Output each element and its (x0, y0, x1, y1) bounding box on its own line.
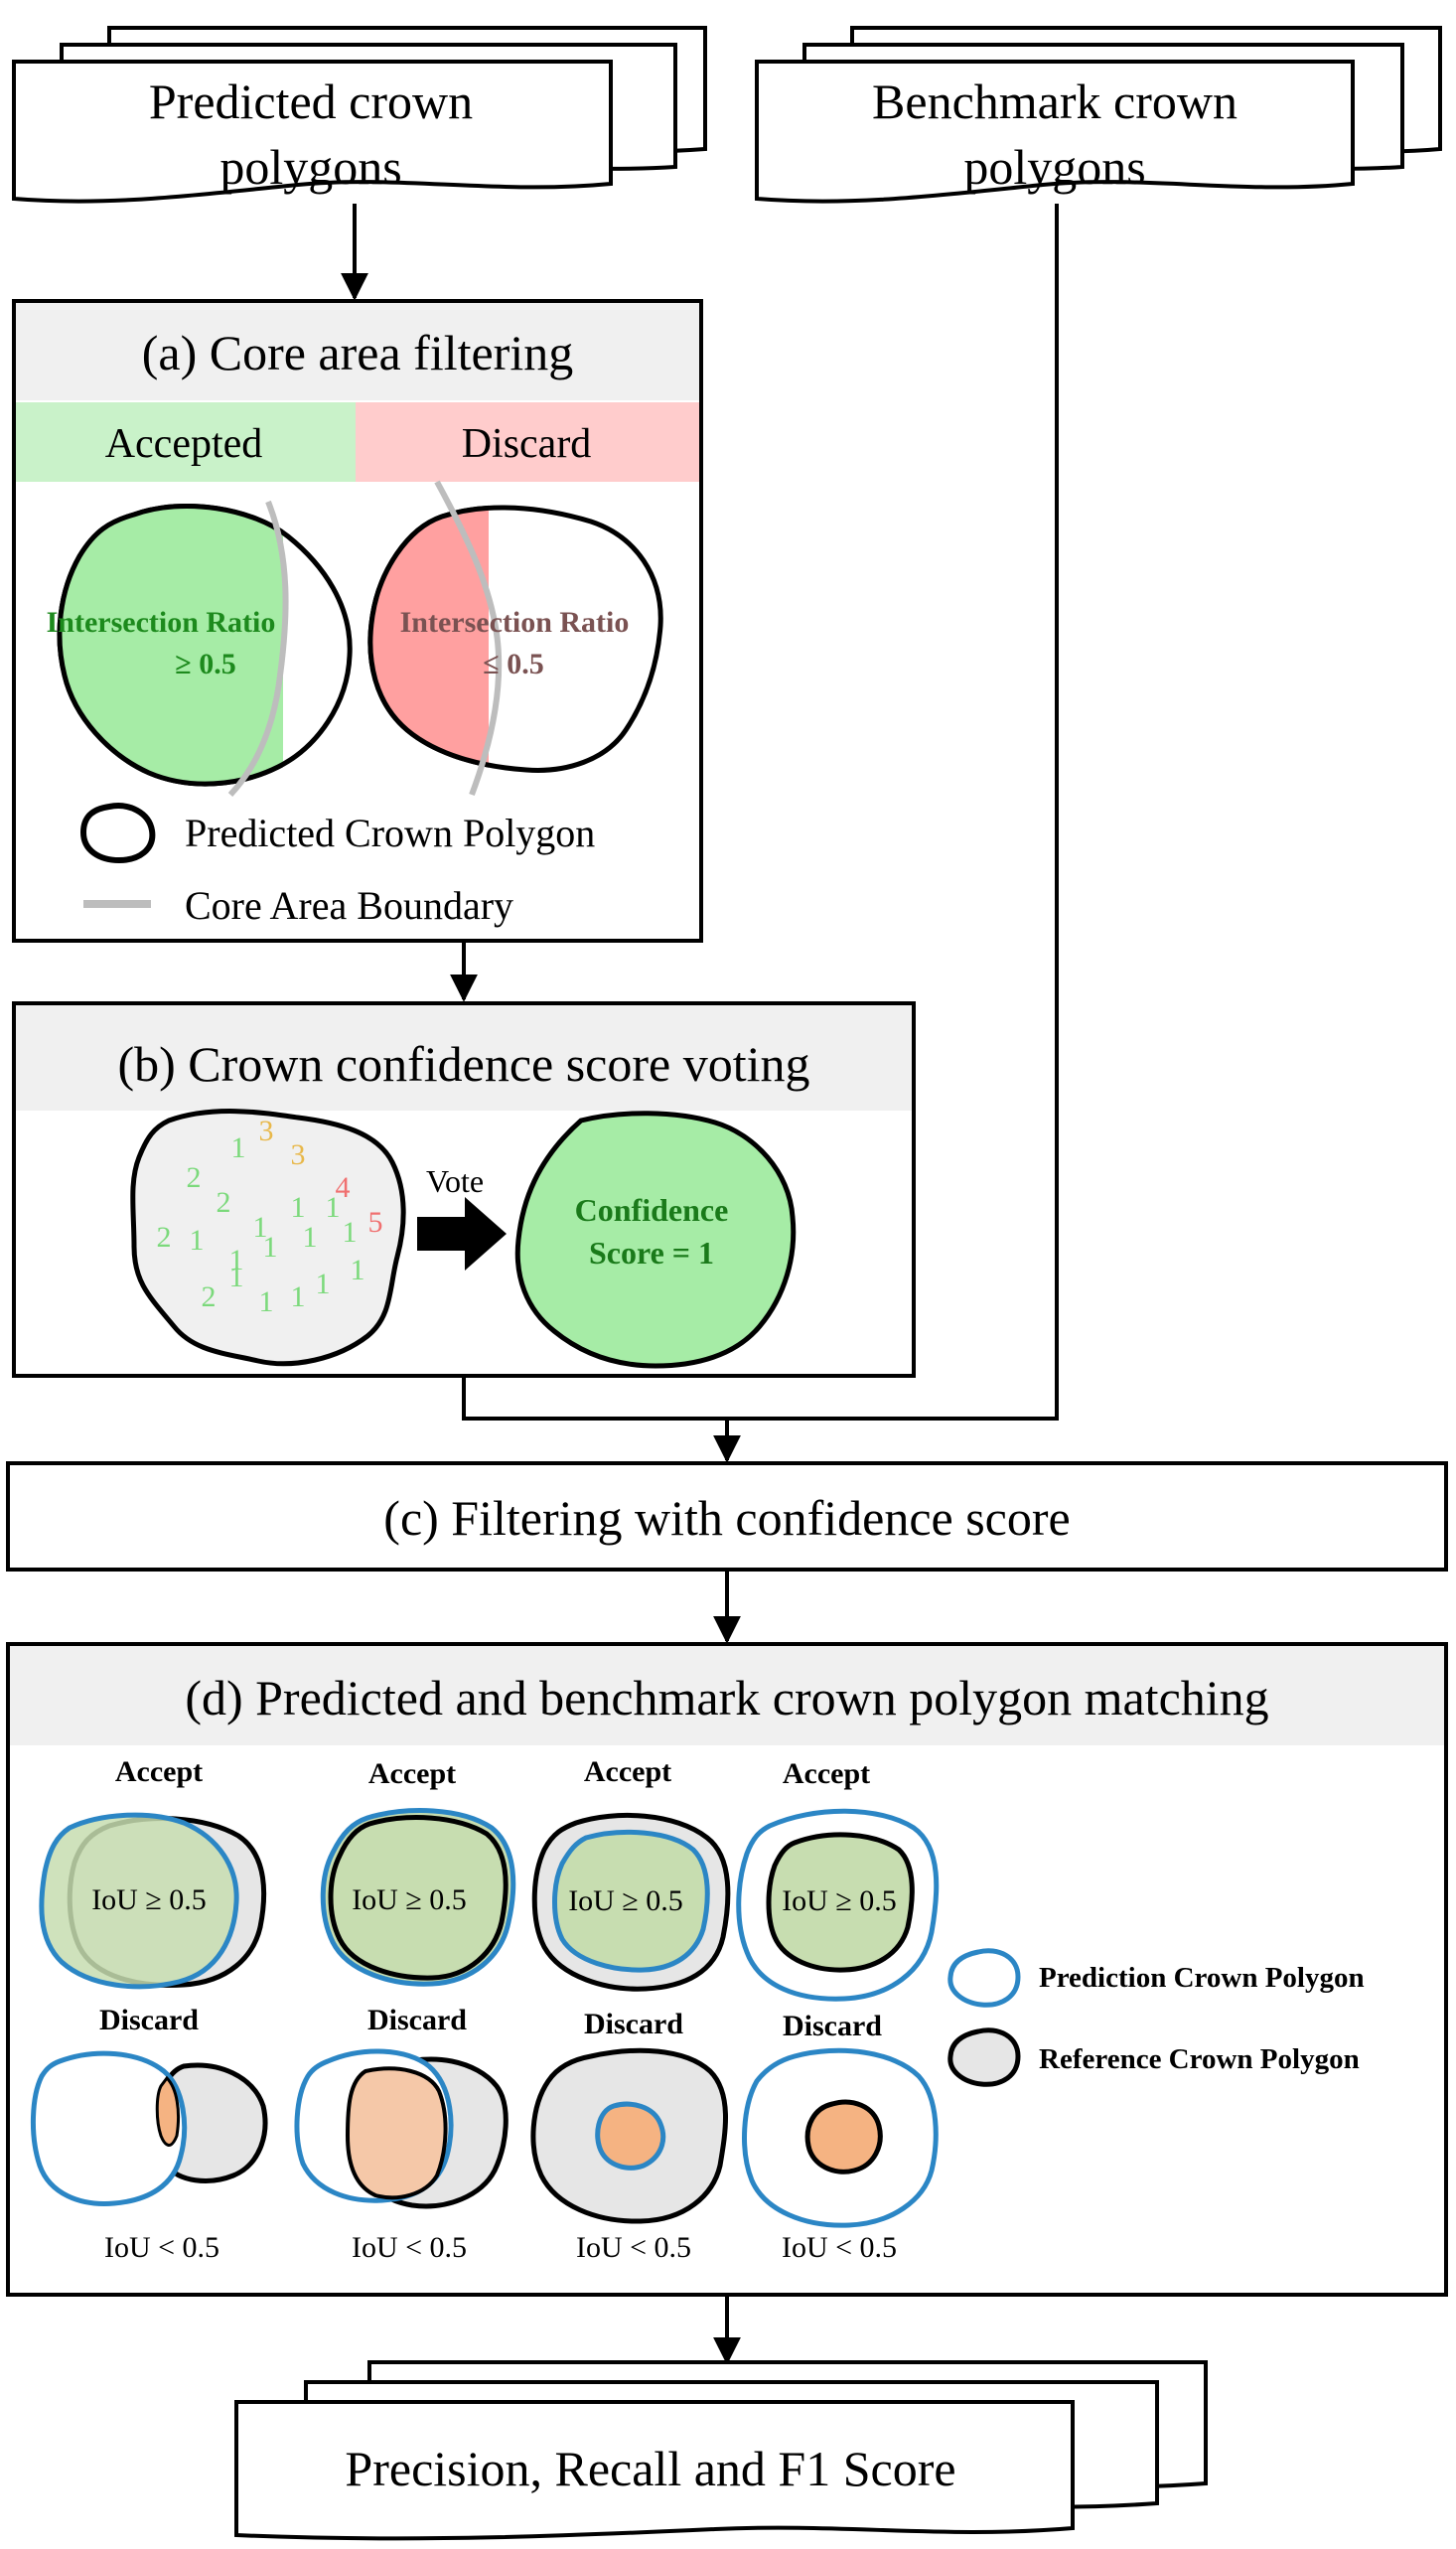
vote-number: 1 (326, 1191, 341, 1224)
discard-example-3: Discard IoU < 0.5 (530, 2008, 728, 2264)
vote-number: 1 (229, 1261, 244, 1293)
iou-accept-2: IoU ≥ 0.5 (352, 1883, 467, 1916)
step-a-core-area-filtering: (a) Core area filtering Accepted Discard… (12, 299, 703, 943)
step-b-confidence-voting: (b) Crown confidence score voting 213342… (12, 1001, 916, 1378)
predicted-input-line2: polygons (219, 139, 401, 195)
discard-example-4: Discard IoU < 0.5 (742, 2010, 939, 2264)
legend-reference: Reference Crown Polygon (1039, 2043, 1360, 2075)
vote-number: 2 (187, 1161, 202, 1194)
accepted-ratio-line2: ≥ 0.5 (175, 648, 235, 680)
vote-number: 1 (351, 1254, 365, 1286)
accept-label-3: Accept (584, 1755, 671, 1788)
vote-polygon (130, 1109, 406, 1367)
discard-label-2: Discard (367, 2004, 467, 2036)
accept-example-4: Accept IoU ≥ 0.5 (736, 1757, 940, 2002)
iou-discard-3: IoU < 0.5 (576, 2231, 691, 2264)
vote-number: 5 (368, 1206, 383, 1239)
iou-discard-4: IoU < 0.5 (782, 2231, 897, 2264)
discard-label-3: Discard (584, 2008, 683, 2040)
iou-accept-4: IoU ≥ 0.5 (782, 1884, 897, 1917)
discard-polygon-example: Intersection Ratio ≤ 0.5 (367, 480, 663, 797)
accepted-polygon-example: Intersection Ratio ≥ 0.5 (47, 500, 353, 798)
legend-predicted-polygon: Predicted Crown Polygon (185, 811, 595, 855)
benchmark-polygons-input: Benchmark crown polygons (755, 26, 1442, 204)
iou-accept-3: IoU ≥ 0.5 (568, 1884, 683, 1917)
output-metrics: Precision, Recall and F1 Score (234, 2360, 1208, 2541)
vote-number: 1 (316, 1268, 331, 1300)
step-d-legend: Prediction Crown Polygon Reference Crown… (947, 1948, 1365, 2087)
confidence-line1: Confidence (575, 1192, 729, 1228)
vote-number: 1 (291, 1191, 306, 1224)
vote-number: 1 (291, 1280, 306, 1313)
benchmark-connector (727, 204, 1059, 1421)
core-boundary-line-discard (434, 480, 503, 797)
discard-ratio-line2: ≤ 0.5 (483, 648, 543, 680)
accepted-header: Accepted (105, 421, 263, 467)
confidence-line2: Score = 1 (589, 1235, 714, 1271)
step-d-title: (d) Predicted and benchmark crown polygo… (185, 1670, 1268, 1725)
legend-prediction: Prediction Crown Polygon (1039, 1962, 1365, 1994)
core-boundary-line-accepted (227, 500, 289, 798)
accept-label-4: Accept (783, 1757, 870, 1790)
accept-label-2: Accept (368, 1757, 456, 1790)
iou-discard-2: IoU < 0.5 (352, 2231, 467, 2264)
step-b-connector (462, 1376, 727, 1421)
vote-number: 3 (291, 1138, 306, 1171)
step-b-title: (b) Crown confidence score voting (118, 1036, 810, 1092)
discard-ratio-line1: Intersection Ratio (400, 606, 630, 639)
predicted-polygon-legend-icon (79, 803, 156, 864)
confidence-polygon (514, 1111, 797, 1369)
accept-label-1: Accept (115, 1755, 203, 1788)
accept-example-3: Accept IoU ≥ 0.5 (531, 1755, 731, 1992)
discard-header: Discard (462, 421, 592, 467)
vote-number: 1 (303, 1221, 318, 1254)
discard-example-1: Discard IoU < 0.5 (31, 2004, 268, 2264)
accept-example-2: Accept IoU ≥ 0.5 (320, 1757, 516, 1987)
accepted-ratio-line1: Intersection Ratio (47, 606, 276, 639)
connectors (341, 204, 1059, 2365)
discard-label-1: Discard (99, 2004, 199, 2036)
vote-label: Vote (426, 1163, 484, 1199)
legend-core-boundary: Core Area Boundary (185, 883, 513, 928)
step-a-legend: Predicted Crown Polygon Core Area Bounda… (79, 803, 595, 928)
vote-number: 3 (259, 1115, 274, 1147)
reference-polygon-icon (947, 2027, 1021, 2087)
step-c-title: (c) Filtering with confidence score (383, 1490, 1070, 1546)
output-label: Precision, Recall and F1 Score (345, 2441, 955, 2496)
predicted-polygons-input: Predicted crown polygons (12, 26, 707, 204)
iou-discard-1: IoU < 0.5 (104, 2231, 219, 2264)
step-a-title: (a) Core area filtering (142, 325, 573, 380)
vote-number: 1 (231, 1131, 246, 1164)
step-d-polygon-matching: (d) Predicted and benchmark crown polygo… (6, 1642, 1448, 2297)
discard-example-2: Discard IoU < 0.5 (294, 2004, 509, 2264)
vote-number: 1 (190, 1224, 205, 1257)
iou-accept-1: IoU ≥ 0.5 (91, 1883, 207, 1916)
vote-number: 2 (217, 1186, 231, 1219)
predicted-input-line1: Predicted crown (149, 74, 473, 129)
benchmark-input-line1: Benchmark crown (872, 74, 1238, 129)
vote-number: 1 (229, 1244, 244, 1276)
accept-example-1: Accept IoU ≥ 0.5 (39, 1755, 267, 1990)
vote-number: 1 (343, 1216, 358, 1249)
step-c-filtering: (c) Filtering with confidence score (6, 1461, 1448, 1572)
benchmark-input-line2: polygons (963, 139, 1145, 195)
prediction-polygon-icon (947, 1948, 1021, 2008)
vote-number: 4 (336, 1171, 351, 1204)
vote-arrow-icon (417, 1197, 507, 1271)
vote-number: 1 (263, 1231, 278, 1264)
vote-number: 2 (157, 1221, 172, 1254)
vote-number: 1 (253, 1211, 268, 1244)
discard-label-4: Discard (783, 2010, 882, 2042)
vote-number: 2 (202, 1280, 217, 1313)
vote-number: 1 (259, 1285, 274, 1318)
